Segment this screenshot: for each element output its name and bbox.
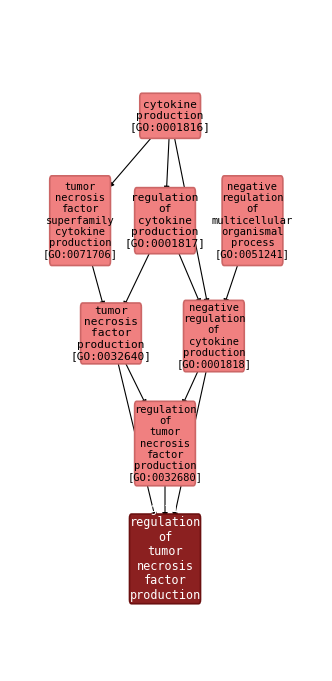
Text: regulation
of
tumor
necrosis
factor
production
[GO:0032680]: regulation of tumor necrosis factor prod… xyxy=(127,405,203,482)
Text: regulation
of
cytokine
production
[GO:0001817]: regulation of cytokine production [GO:00… xyxy=(124,193,206,248)
FancyBboxPatch shape xyxy=(140,93,201,138)
FancyBboxPatch shape xyxy=(81,303,141,364)
Text: tumor
necrosis
factor
production
[GO:0032640]: tumor necrosis factor production [GO:003… xyxy=(70,306,151,361)
FancyBboxPatch shape xyxy=(50,176,111,266)
Text: negative
regulation
of
cytokine
production
[GO:0001818]: negative regulation of cytokine producti… xyxy=(176,303,251,369)
FancyBboxPatch shape xyxy=(184,300,244,372)
FancyBboxPatch shape xyxy=(135,401,195,486)
FancyBboxPatch shape xyxy=(135,188,195,254)
FancyBboxPatch shape xyxy=(129,514,201,604)
Text: negative
regulation
of
multicellular
organismal
process
[GO:0051241]: negative regulation of multicellular org… xyxy=(212,182,293,259)
Text: tumor
necrosis
factor
superfamily
cytokine
production
[GO:0071706]: tumor necrosis factor superfamily cytoki… xyxy=(42,182,118,259)
Text: cytokine
production
[GO:0001816]: cytokine production [GO:0001816] xyxy=(130,99,210,132)
Text: negative
regulation
of
tumor
necrosis
factor
production
[GO:0032720]: negative regulation of tumor necrosis fa… xyxy=(122,502,208,616)
FancyBboxPatch shape xyxy=(222,176,283,266)
